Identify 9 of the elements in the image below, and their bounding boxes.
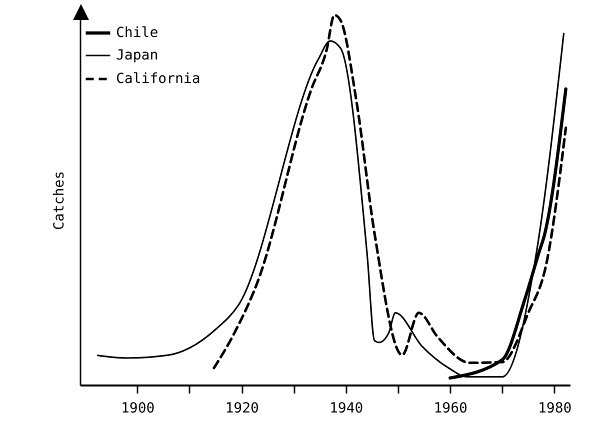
x-tick-label: 1940 xyxy=(329,400,364,416)
x-tick-label: 1960 xyxy=(434,400,468,416)
x-tick-label: 1980 xyxy=(538,400,572,416)
x-tick-label: 1920 xyxy=(225,400,259,416)
x-tick-label: 1900 xyxy=(120,400,155,416)
y-axis-title: Catches xyxy=(52,170,68,230)
legend-label: Chile xyxy=(116,25,158,41)
legend-label: Japan xyxy=(116,48,158,64)
legend-label: California xyxy=(116,71,200,87)
